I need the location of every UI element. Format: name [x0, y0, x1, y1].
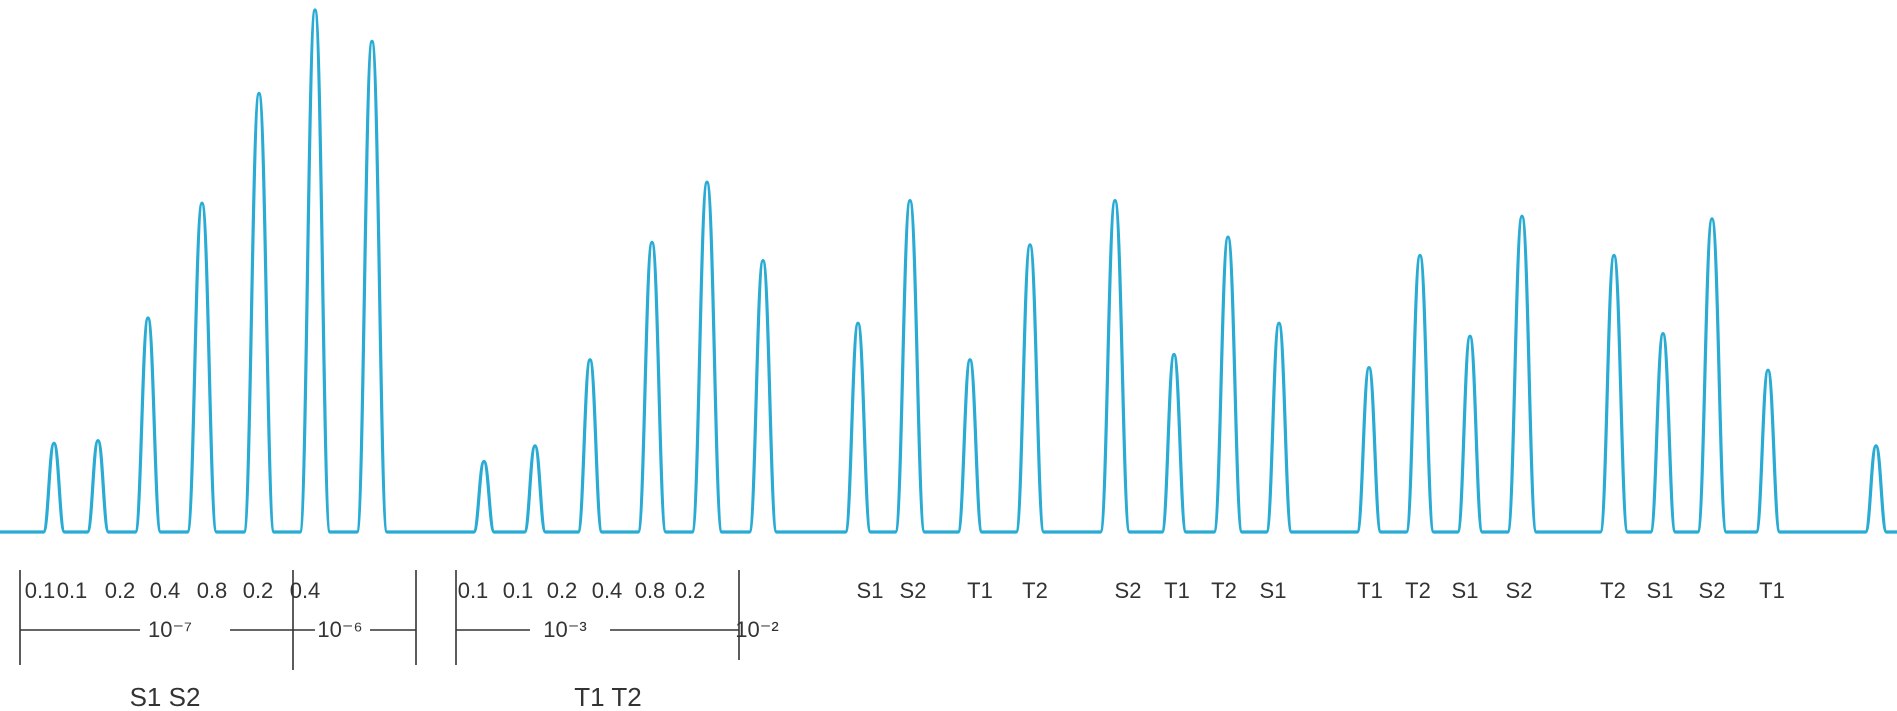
peak-label-21: S1 — [1260, 578, 1287, 603]
peak-apex-25 — [1520, 214, 1524, 218]
peak-apex-13 — [761, 259, 765, 263]
peak-apex-10 — [588, 358, 592, 362]
peak-apex-12 — [705, 180, 709, 184]
peak-apex-22 — [1367, 366, 1371, 370]
peak-apex-11 — [650, 240, 654, 244]
peak-label-22: T1 — [1357, 578, 1383, 603]
peak-apex-24 — [1468, 334, 1472, 338]
peak-apex-18 — [1113, 199, 1117, 203]
bracket-label-2: 10⁻⁶ — [317, 617, 362, 642]
group-label-layer: S1 S2 T1 T2 — [130, 682, 642, 711]
peak-apex-28 — [1710, 217, 1714, 221]
trace-layer — [0, 8, 1897, 534]
peak-label-25: S2 — [1506, 578, 1533, 603]
bracket-label-4: 10⁻² — [735, 617, 778, 642]
peak-apex-14 — [856, 321, 860, 325]
peak-apex-5 — [257, 92, 261, 96]
peak-apex-9 — [533, 444, 537, 448]
peak-apex-1 — [52, 441, 56, 445]
peak-label-29: T1 — [1759, 578, 1785, 603]
peak-apex-4 — [200, 201, 204, 205]
peak-apex-3 — [146, 316, 150, 320]
peak-label-17: T2 — [1022, 578, 1048, 603]
peak-label-16: T1 — [967, 578, 993, 603]
peak-apex-19 — [1172, 353, 1176, 357]
bracket-label-3: 10⁻³ — [543, 617, 586, 642]
peak-label-23: T2 — [1405, 578, 1431, 603]
peak-label-20: T2 — [1211, 578, 1237, 603]
peak-label-10: 0.2 — [547, 578, 578, 603]
peak-apex-2 — [96, 439, 100, 443]
peak-label-26: T2 — [1600, 578, 1626, 603]
peak-label-15: S2 — [900, 578, 927, 603]
bracket-label-1: 10⁻⁷ — [148, 617, 192, 642]
peak-apex-8 — [482, 460, 486, 464]
group-label-2: T1 T2 — [574, 682, 641, 711]
peak-label-18: S2 — [1115, 578, 1142, 603]
peak-label-13: 0.2 — [675, 578, 706, 603]
peak-label-7: 0.4 — [290, 578, 321, 603]
peak-label-14: S1 — [857, 578, 884, 603]
peak-label-2: 0.1 — [57, 578, 88, 603]
peak-label-8: 0.1 — [458, 578, 489, 603]
peak-label-4: 0.4 — [150, 578, 181, 603]
peak-label-9: 0.1 — [503, 578, 534, 603]
peak-apex-29 — [1766, 368, 1770, 372]
peak-label-24: S1 — [1452, 578, 1479, 603]
peak-apex-17 — [1028, 243, 1032, 247]
peak-label-28: S2 — [1699, 578, 1726, 603]
peak-apex-16 — [968, 358, 972, 362]
peak-apex-26 — [1612, 253, 1616, 257]
peak-apex-27 — [1661, 332, 1665, 336]
peak-label-19: T1 — [1164, 578, 1190, 603]
peak-apex-30 — [1874, 444, 1878, 448]
group-label-1: S1 S2 — [130, 682, 201, 711]
peak-label-3: 0.2 — [105, 578, 136, 603]
peak-label-27: S1 — [1647, 578, 1674, 603]
peak-label-11: 0.4 — [592, 578, 623, 603]
peak-apex-7 — [370, 39, 374, 43]
concentration-bracket-layer: 10⁻⁷ 10⁻⁶ 10⁻³ 10⁻² — [19, 570, 779, 670]
chromatogram-trace — [0, 8, 1897, 534]
peak-apex-23 — [1418, 253, 1422, 257]
peak-label-5: 0.8 — [197, 578, 228, 603]
peak-apex-6 — [313, 8, 317, 12]
peak-label-6: 0.2 — [243, 578, 274, 603]
peak-label-12: 0.8 — [635, 578, 666, 603]
peak-apex-20 — [1226, 235, 1230, 239]
peak-label-layer: 0.1 0.1 0.2 0.4 0.8 0.2 0.4 0.1 0.1 0.2 0.4 0.8 0.2 S… — [25, 578, 1785, 603]
peak-apex-21 — [1277, 321, 1281, 325]
peak-apex-15 — [908, 199, 912, 203]
peak-label-1: 0.1 — [25, 578, 56, 603]
